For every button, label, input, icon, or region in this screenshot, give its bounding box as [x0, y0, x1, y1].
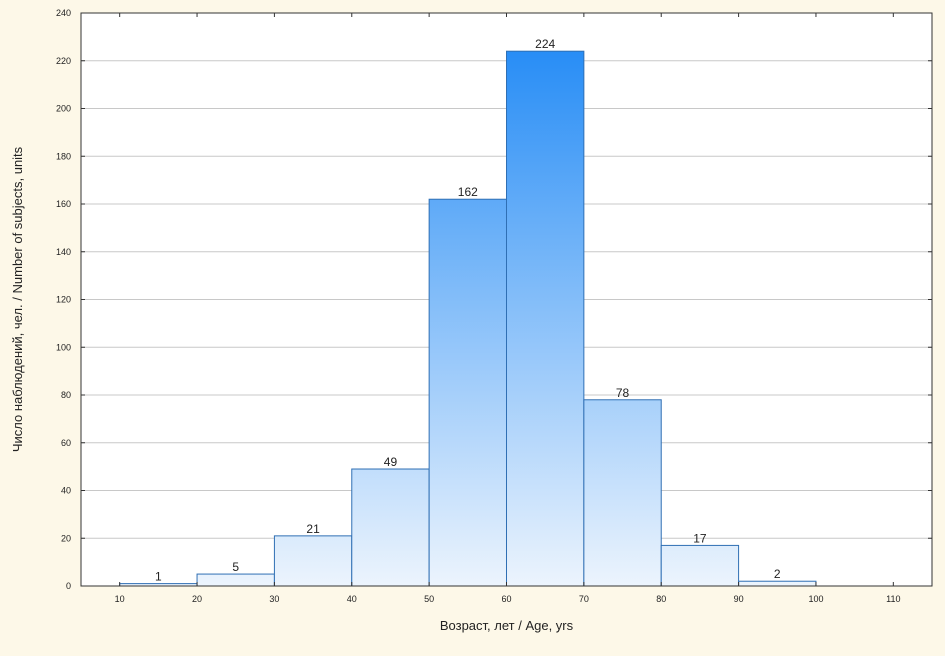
histogram-bar	[660, 544, 740, 587]
bar-value-label: 21	[306, 522, 320, 536]
bar-value-label: 2	[774, 567, 781, 581]
bar-value-label: 78	[616, 386, 630, 400]
bar-value-label: 49	[384, 455, 398, 469]
bar-value-label: 1	[155, 570, 162, 584]
histogram-bar	[428, 198, 507, 587]
bars	[119, 50, 817, 587]
y-tick-label: 100	[56, 342, 71, 352]
x-tick-label: 10	[115, 594, 125, 604]
histogram-bar	[196, 573, 275, 587]
y-tick-label: 20	[61, 533, 71, 543]
x-tick-label: 50	[424, 594, 434, 604]
bar-value-label: 17	[693, 531, 707, 545]
y-tick-label: 40	[61, 486, 71, 496]
histogram-bar	[273, 535, 353, 587]
x-tick-label: 80	[656, 594, 666, 604]
bar-value-label: 162	[458, 185, 478, 199]
y-tick-label: 80	[61, 390, 71, 400]
data-labels: 1 5 21 49 162 224 78 17 2	[155, 37, 781, 583]
y-axis-title: Число наблюдений, чел. / Number of subje…	[10, 146, 25, 452]
y-tick-label: 200	[56, 104, 71, 114]
y-tick-label: 240	[56, 8, 71, 18]
x-tick-label: 90	[734, 594, 744, 604]
y-tick-label: 60	[61, 438, 71, 448]
histogram-bar	[506, 50, 585, 587]
y-tick-label: 180	[56, 151, 71, 161]
histogram-bar	[583, 399, 662, 587]
y-tick-label: 160	[56, 199, 71, 209]
x-axis-title: Возраст, лет / Age, yrs	[440, 618, 574, 633]
x-tick-label: 60	[501, 594, 511, 604]
x-tick-label: 70	[579, 594, 589, 604]
bar-value-label: 5	[232, 560, 239, 574]
histogram-bar	[351, 468, 430, 587]
x-tick-label: 100	[808, 594, 823, 604]
x-tick-label: 40	[347, 594, 357, 604]
y-tick-label: 140	[56, 247, 71, 257]
x-tick-label: 30	[269, 594, 279, 604]
y-tick-label: 120	[56, 295, 71, 305]
x-tick-label: 110	[886, 594, 900, 604]
y-tick-label: 0	[66, 581, 71, 591]
histogram-bar	[738, 580, 817, 587]
bar-value-label: 224	[535, 37, 555, 51]
y-tick-label: 220	[56, 56, 71, 66]
x-tick-label: 20	[192, 594, 202, 604]
